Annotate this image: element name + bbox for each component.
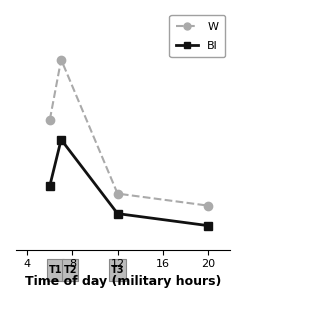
FancyBboxPatch shape: [47, 259, 64, 281]
X-axis label: Time of day (military hours): Time of day (military hours): [25, 275, 221, 288]
Line: -■- Bl: -■- Bl: [46, 135, 212, 230]
-■- Bl: [206, 224, 210, 228]
-■- Bl: [59, 138, 63, 141]
-■- Bl: [116, 212, 119, 216]
Legend: W, Bl: W, Bl: [169, 15, 225, 57]
Text: T3: T3: [111, 265, 124, 275]
--●- W: [206, 204, 210, 208]
FancyBboxPatch shape: [109, 259, 126, 281]
--●- W: [48, 118, 52, 122]
FancyBboxPatch shape: [62, 259, 78, 281]
Text: T2: T2: [63, 265, 77, 275]
Text: T1: T1: [49, 265, 62, 275]
--●- W: [116, 192, 119, 196]
Line: --●- W: --●- W: [46, 55, 212, 210]
-■- Bl: [48, 184, 52, 188]
--●- W: [59, 58, 63, 61]
